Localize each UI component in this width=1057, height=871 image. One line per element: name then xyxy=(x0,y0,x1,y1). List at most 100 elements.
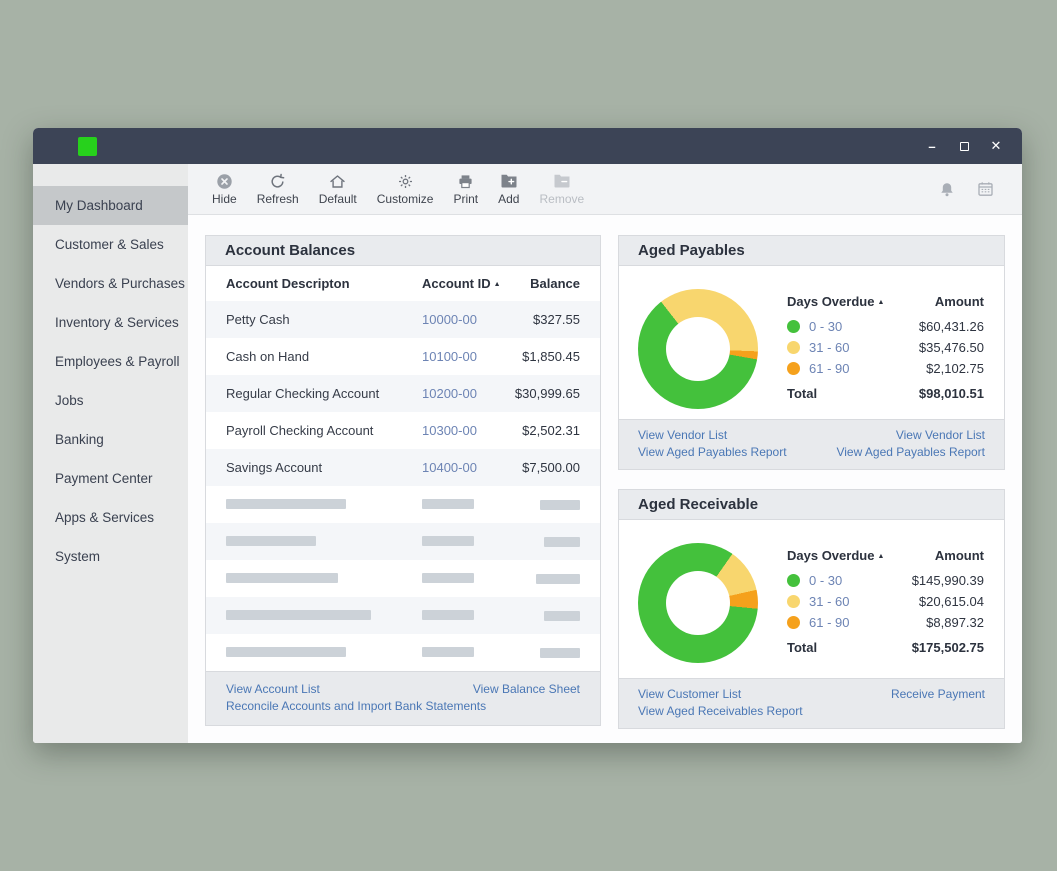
table-row: Petty Cash 10000-00 $327.55 xyxy=(206,301,600,338)
default-button[interactable]: Default xyxy=(309,164,367,214)
panel-title: Account Balances xyxy=(225,242,355,259)
account-id-link[interactable]: 10000-00 xyxy=(422,312,477,327)
tool-label: Hide xyxy=(212,192,237,206)
account-balance: $1,850.45 xyxy=(507,349,580,364)
sidebar-item-employees-payroll[interactable]: Employees & Payroll xyxy=(33,342,188,381)
total-value: $98,010.51 xyxy=(919,386,984,401)
view-aged-receivables-report-link[interactable]: View Aged Receivables Report xyxy=(638,703,803,720)
account-id-link[interactable]: 10200-00 xyxy=(422,386,477,401)
amount-value: $145,990.39 xyxy=(912,573,984,588)
sidebar-item-vendors-purchases[interactable]: Vendors & Purchases xyxy=(33,264,188,303)
placeholder-bar xyxy=(226,610,371,620)
total-value: $175,502.75 xyxy=(912,640,984,655)
dashboard-content: Account Balances Account Descripton Acco… xyxy=(188,215,1022,743)
amount-column-label: Amount xyxy=(935,548,984,563)
total-label: Total xyxy=(787,640,817,655)
sort-asc-icon: ▲ xyxy=(877,299,884,306)
amount-column-label: Amount xyxy=(935,294,984,309)
customize-button[interactable]: Customize xyxy=(367,164,444,214)
legend-dot-green xyxy=(787,574,800,587)
placeholder-bar xyxy=(226,573,338,583)
legend-row: 0 - 30 $60,431.26 xyxy=(787,316,984,337)
receive-payment-link[interactable]: Receive Payment xyxy=(891,686,985,703)
view-aged-payables-report-link[interactable]: View Aged Payables Report xyxy=(638,444,787,461)
print-button[interactable]: Print xyxy=(443,164,488,214)
aged-payables-footer: View Vendor List View Vendor List View A… xyxy=(619,419,1004,469)
hide-button[interactable]: Hide xyxy=(202,164,247,214)
account-id-link[interactable]: 10400-00 xyxy=(422,460,477,475)
amount-value: $60,431.26 xyxy=(919,319,984,334)
calendar-icon[interactable] xyxy=(977,181,994,197)
account-description: Petty Cash xyxy=(226,312,422,327)
column-balance: Balance xyxy=(507,276,580,291)
sidebar-item-inventory-services[interactable]: Inventory & Services xyxy=(33,303,188,342)
dashboard-toolbar: Hide Refresh Default xyxy=(188,164,1022,215)
range-61-90-link[interactable]: 61 - 90 xyxy=(809,615,849,630)
window-body: My Dashboard Customer & Sales Vendors & … xyxy=(33,164,1022,743)
sidebar-item-customer-sales[interactable]: Customer & Sales xyxy=(33,225,188,264)
placeholder-bar xyxy=(536,574,580,584)
range-61-90-link[interactable]: 61 - 90 xyxy=(809,361,849,376)
account-id-link[interactable]: 10100-00 xyxy=(422,349,477,364)
account-balance: $30,999.65 xyxy=(507,386,580,401)
printer-icon xyxy=(457,172,474,190)
placeholder-bar xyxy=(540,648,580,658)
days-overdue-sort[interactable]: Days Overdue▲ xyxy=(787,548,884,563)
aged-receivable-body: Days Overdue▲ Amount 0 - 30 $145,990.39 xyxy=(619,520,1004,678)
titlebar: – ✕ xyxy=(33,128,1022,164)
sidebar-item-label: Vendors & Purchases xyxy=(55,276,185,291)
account-balances-header: Account Balances xyxy=(206,236,600,266)
tool-label: Print xyxy=(453,192,478,206)
maximize-icon xyxy=(960,142,969,151)
tool-label: Customize xyxy=(377,192,434,206)
tool-label: Refresh xyxy=(257,192,299,206)
range-0-30-link[interactable]: 0 - 30 xyxy=(809,573,842,588)
amount-value: $2,102.75 xyxy=(926,361,984,376)
account-balance: $2,502.31 xyxy=(507,423,580,438)
minimize-button[interactable]: – xyxy=(916,132,948,160)
view-vendor-list-link[interactable]: View Vendor List xyxy=(896,427,985,444)
sidebar-item-payment-center[interactable]: Payment Center xyxy=(33,459,188,498)
folder-add-icon xyxy=(500,172,518,190)
account-balances-rows: Petty Cash 10000-00 $327.55 Cash on Hand… xyxy=(206,301,600,671)
view-account-list-link[interactable]: View Account List xyxy=(226,681,320,698)
remove-button[interactable]: Remove xyxy=(529,164,594,214)
sidebar-item-label: Customer & Sales xyxy=(55,237,164,252)
account-description: Payroll Checking Account xyxy=(226,423,422,438)
view-balance-sheet-link[interactable]: View Balance Sheet xyxy=(473,681,580,698)
placeholder-bar xyxy=(540,500,580,510)
account-balances-footer: View Account List View Balance Sheet Rec… xyxy=(206,671,600,725)
notifications-bell-icon[interactable] xyxy=(939,181,955,198)
legend-row: 0 - 30 $145,990.39 xyxy=(787,570,984,591)
account-description: Cash on Hand xyxy=(226,349,422,364)
aged-receivable-panel: Aged Receivable Days Overdue▲ Amount xyxy=(618,489,1005,729)
sidebar-item-jobs[interactable]: Jobs xyxy=(33,381,188,420)
days-overdue-sort[interactable]: Days Overdue▲ xyxy=(787,294,884,309)
sidebar-item-label: Payment Center xyxy=(55,471,153,486)
close-button[interactable]: ✕ xyxy=(980,132,1012,160)
view-customer-list-link[interactable]: View Customer List xyxy=(638,686,741,703)
placeholder-bar xyxy=(422,536,474,546)
maximize-button[interactable] xyxy=(948,132,980,160)
amount-value: $8,897.32 xyxy=(926,615,984,630)
view-vendor-list-link[interactable]: View Vendor List xyxy=(638,427,727,444)
range-0-30-link[interactable]: 0 - 30 xyxy=(809,319,842,334)
sidebar-item-label: System xyxy=(55,549,100,564)
placeholder-row xyxy=(206,634,600,671)
table-row: Savings Account 10400-00 $7,500.00 xyxy=(206,449,600,486)
reconcile-accounts-link[interactable]: Reconcile Accounts and Import Bank State… xyxy=(226,698,486,715)
sidebar-item-my-dashboard[interactable]: My Dashboard xyxy=(33,186,188,225)
range-31-60-link[interactable]: 31 - 60 xyxy=(809,594,849,609)
add-button[interactable]: Add xyxy=(488,164,529,214)
placeholder-bar xyxy=(422,610,474,620)
sort-asc-icon: ▲ xyxy=(494,281,501,288)
aged-receivable-header: Aged Receivable xyxy=(619,490,1004,520)
range-31-60-link[interactable]: 31 - 60 xyxy=(809,340,849,355)
view-aged-payables-report-link[interactable]: View Aged Payables Report xyxy=(836,444,985,461)
sidebar-item-system[interactable]: System xyxy=(33,537,188,576)
sidebar-item-banking[interactable]: Banking xyxy=(33,420,188,459)
sidebar-item-apps-services[interactable]: Apps & Services xyxy=(33,498,188,537)
refresh-button[interactable]: Refresh xyxy=(247,164,309,214)
column-account-id-sort[interactable]: Account ID▲ xyxy=(422,276,507,291)
account-id-link[interactable]: 10300-00 xyxy=(422,423,477,438)
